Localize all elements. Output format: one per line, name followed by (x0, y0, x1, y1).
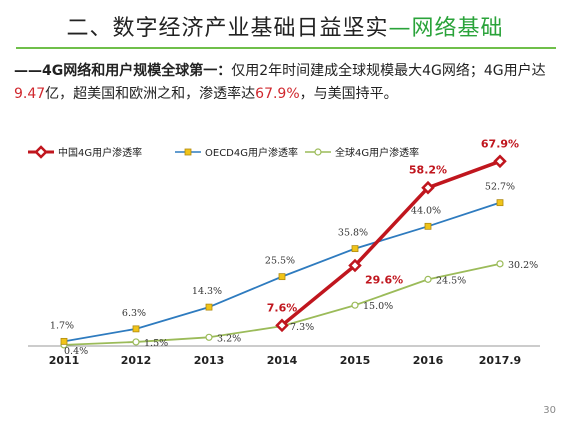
data-label: 15.0% (363, 301, 393, 312)
data-point (132, 325, 140, 333)
data-point (351, 301, 359, 309)
x-tick-label: 2013 (194, 354, 225, 367)
legend-label: OECD4G用户渗透率 (205, 146, 298, 159)
data-point (493, 154, 507, 169)
data-point (275, 318, 289, 333)
data-label: 7.6% (267, 301, 298, 314)
data-point (205, 333, 213, 341)
data-point (205, 303, 213, 311)
data-label: 29.6% (365, 273, 403, 286)
data-point (424, 222, 432, 230)
x-tick-label: 2016 (413, 354, 444, 367)
data-point (60, 337, 68, 345)
legend-label: 全球4G用户渗透率 (335, 146, 419, 159)
subtitle-highlight-users: 9.47 (14, 86, 46, 102)
data-label: 6.3% (122, 308, 146, 319)
data-label: 1.5% (144, 338, 168, 349)
data-point (496, 199, 504, 207)
data-label: 24.5% (436, 275, 466, 286)
subtitle-lead: ——4G网络和用户规模全球第一： (14, 63, 232, 79)
data-point (421, 180, 435, 195)
data-label: 67.9% (481, 137, 519, 150)
data-label: 30.2% (508, 260, 538, 271)
subtitle-text-2: 亿，超美国和欧洲之和，渗透率达 (45, 86, 256, 102)
slide-title-accent: —网络基础 (388, 16, 504, 41)
legend-marker (314, 148, 322, 156)
x-tick-label: 2012 (121, 354, 152, 367)
x-tick-label: 2015 (340, 354, 371, 367)
data-point (132, 338, 140, 346)
data-label: 1.7% (50, 320, 74, 331)
data-label: 7.3% (290, 322, 314, 333)
data-point (496, 260, 504, 268)
data-label: 35.8% (338, 228, 368, 239)
x-tick-label: 2014 (267, 354, 298, 367)
data-point (424, 275, 432, 283)
data-label: 44.0% (411, 205, 441, 216)
series-line (280, 159, 501, 327)
data-label: 3.2% (217, 333, 241, 344)
x-tick-label: 2011 (49, 354, 80, 367)
slide-title-main: 二、数字经济产业基础日益坚实 (66, 16, 389, 41)
subtitle-text-3: ，与美国持平。 (299, 86, 398, 102)
subtitle-highlight-rate: 67.9% (255, 86, 300, 102)
data-label: 0.4% (64, 346, 88, 357)
data-label: 58.2% (409, 164, 447, 177)
data-label: 52.7% (485, 182, 515, 193)
page-number: 30 (543, 405, 556, 416)
x-tick-label: 2017.9 (479, 354, 521, 367)
title-divider (16, 47, 556, 49)
legend-marker (34, 145, 48, 159)
data-point (348, 258, 362, 273)
data-label: 14.3% (192, 286, 222, 297)
data-label: 25.5% (265, 256, 295, 267)
slide-title: 二、数字经济产业基础日益坚实—网络基础 (0, 10, 570, 42)
data-point (351, 245, 359, 253)
legend-label: 中国4G用户渗透率 (58, 146, 142, 159)
legend-marker (184, 148, 192, 156)
data-point (278, 273, 286, 281)
subtitle-text-1: 仅用2年时间建成全球规模最大4G网络；4G用户达 (231, 63, 546, 79)
slide-subtitle: ——4G网络和用户规模全球第一：仅用2年时间建成全球规模最大4G网络；4G用户达… (14, 60, 562, 106)
